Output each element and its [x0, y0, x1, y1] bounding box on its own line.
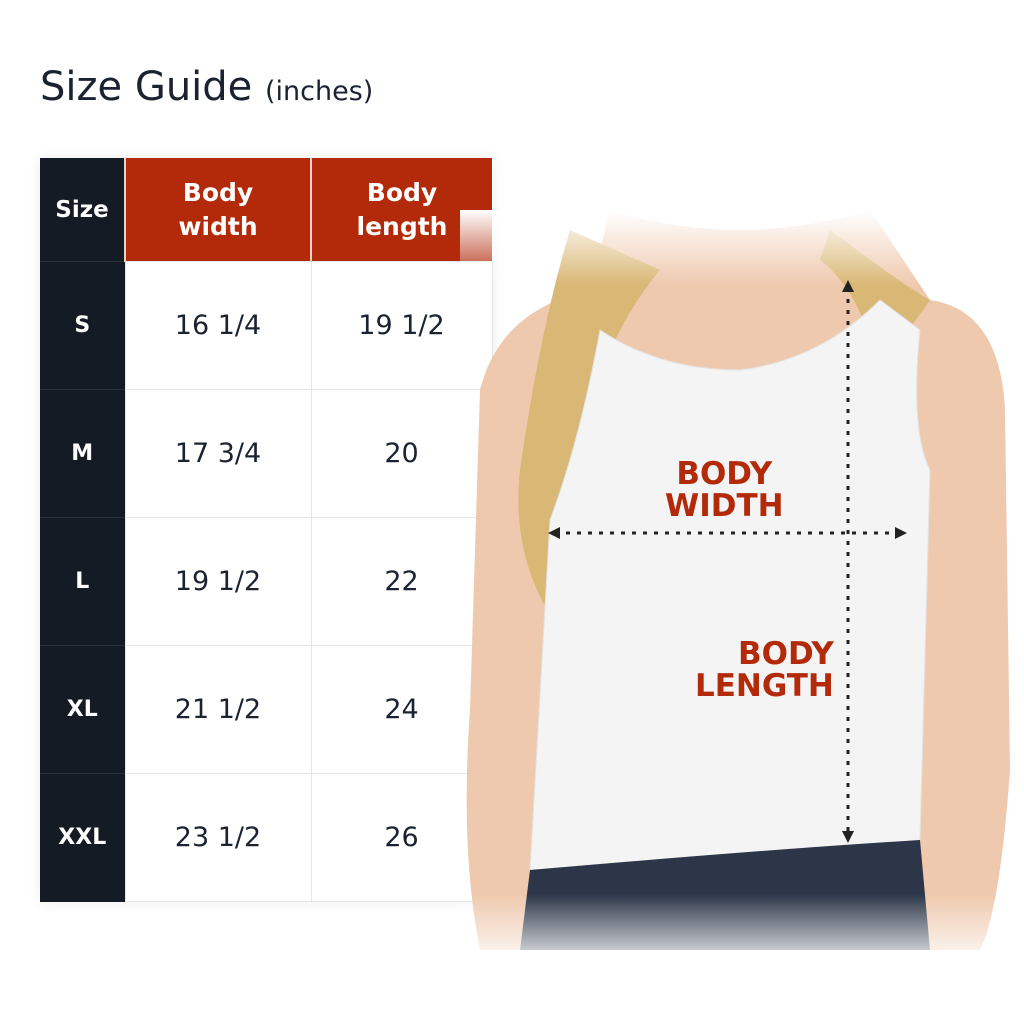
cell-size: XXL	[40, 773, 125, 902]
cell-width: 23 1/2	[124, 773, 312, 902]
cell-width: 21 1/2	[124, 645, 312, 774]
table-row: XXL 23 1/2 26	[40, 773, 493, 902]
body-length-arrow	[842, 280, 854, 843]
header-size: Size	[40, 158, 125, 262]
body-length-label: BODY LENGTH	[695, 638, 834, 702]
body-width-label: BODY WIDTH	[665, 458, 784, 522]
body-width-label-line1: BODY	[676, 456, 773, 492]
size-table: Size Body width Body length S 16 1/4 19 1/…	[40, 158, 493, 902]
body-width-label-line2: WIDTH	[665, 488, 784, 524]
header-body-width-text: Body width	[178, 177, 258, 241]
table-row: L 19 1/2 22	[40, 517, 493, 646]
header-body-length-text: Body length	[356, 177, 448, 241]
table-row: XL 21 1/2 24	[40, 645, 493, 774]
title-unit: (inches)	[265, 76, 374, 107]
cell-width: 19 1/2	[124, 517, 312, 646]
header-body-width: Body width	[124, 158, 311, 262]
cell-size: S	[40, 261, 125, 390]
body-width-arrow	[548, 527, 907, 539]
cell-size: XL	[40, 645, 125, 774]
cell-width: 17 3/4	[124, 389, 312, 518]
title-main: Size Guide	[40, 64, 253, 110]
page-title: Size Guide (inches)	[40, 64, 373, 110]
body-length-label-line1: BODY	[737, 636, 834, 672]
table-row: M 17 3/4 20	[40, 389, 493, 518]
cell-width: 16 1/4	[124, 261, 312, 390]
cell-size: M	[40, 389, 125, 518]
garment-figure: BODY WIDTH BODY LENGTH	[460, 210, 1024, 970]
model-tank-top-illustration	[460, 210, 1024, 970]
cell-size: L	[40, 517, 125, 646]
body-length-label-line2: LENGTH	[695, 668, 834, 704]
table-row: S 16 1/4 19 1/2	[40, 261, 493, 390]
